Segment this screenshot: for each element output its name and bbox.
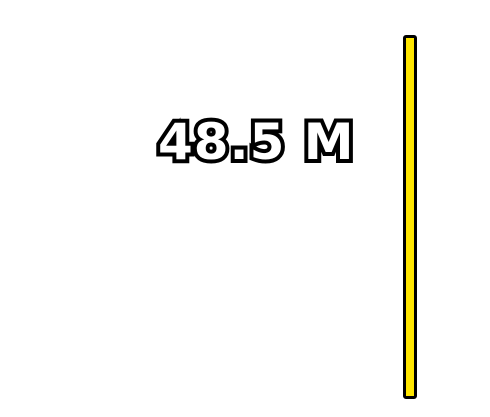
score-counter: 48.5 M [154, 109, 358, 175]
gauge-bar [403, 35, 417, 399]
